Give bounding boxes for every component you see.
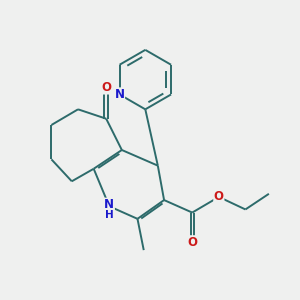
Text: H: H: [105, 210, 114, 220]
Text: N: N: [104, 198, 114, 211]
Text: N: N: [115, 88, 124, 101]
Text: O: O: [101, 81, 111, 94]
Text: O: O: [214, 190, 224, 203]
Text: O: O: [187, 236, 197, 249]
